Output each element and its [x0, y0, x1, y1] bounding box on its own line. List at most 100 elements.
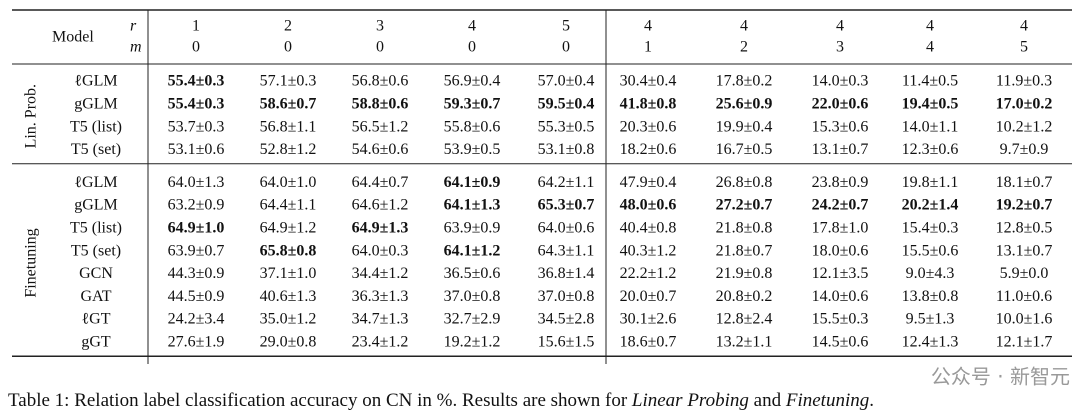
cell: 18.6±0.7 — [620, 333, 677, 350]
cell: 56.9±0.4 — [444, 73, 501, 90]
caption-end: . — [869, 390, 874, 411]
cell: 57.1±0.3 — [260, 73, 317, 90]
r-value: 2 — [284, 18, 292, 35]
model-name: T5 (set) — [71, 242, 121, 259]
m-value: 5 — [1020, 39, 1028, 56]
cell: 22.0±0.6 — [812, 95, 869, 112]
cell: 53.1±0.8 — [538, 141, 595, 158]
cell: 16.7±0.5 — [716, 141, 773, 158]
cell: 55.3±0.5 — [538, 118, 595, 135]
cell: 55.4±0.3 — [168, 95, 225, 112]
model-name: ℓGT — [82, 311, 111, 328]
cell: 18.0±0.6 — [812, 242, 869, 259]
cell: 17.8±1.0 — [812, 219, 869, 236]
cell: 20.3±0.6 — [620, 118, 677, 135]
cell: 58.6±0.7 — [260, 95, 317, 112]
cell: 19.9±0.4 — [716, 118, 773, 135]
r-label: r — [130, 18, 137, 35]
cell: 64.0±1.0 — [260, 174, 317, 191]
model-name: T5 (set) — [71, 141, 121, 158]
cell: 18.1±0.7 — [996, 174, 1053, 191]
cell: 36.8±1.4 — [538, 265, 595, 282]
cell: 9.5±1.3 — [906, 311, 955, 328]
cell: 15.5±0.6 — [902, 242, 959, 259]
cell: 21.8±0.7 — [716, 242, 773, 259]
cell: 52.8±1.2 — [260, 141, 317, 158]
cell: 37.0±0.8 — [444, 288, 501, 305]
r-value: 4 — [740, 18, 748, 35]
cell: 44.3±0.9 — [168, 265, 225, 282]
cell: 17.0±0.2 — [996, 95, 1053, 112]
cell: 37.1±1.0 — [260, 265, 317, 282]
caption-em: Finetuning — [785, 390, 869, 411]
r-value: 4 — [644, 18, 652, 35]
model-name: ℓGLM — [74, 174, 117, 191]
cell: 36.3±1.3 — [352, 288, 409, 305]
cell: 5.9±0.0 — [1000, 265, 1049, 282]
cell: 65.8±0.8 — [260, 242, 317, 259]
caption-mid: and — [749, 390, 786, 411]
cell: 27.2±0.7 — [716, 197, 773, 214]
cell: 19.2±1.2 — [444, 333, 501, 350]
r-value: 4 — [836, 18, 844, 35]
caption-lead: Table 1: Relation label classification a… — [8, 390, 632, 411]
cell: 40.4±0.8 — [620, 219, 677, 236]
cell: 44.5±0.9 — [168, 288, 225, 305]
model-name: gGLM — [74, 197, 118, 214]
cell: 29.0±0.8 — [260, 333, 317, 350]
cell: 64.2±1.1 — [538, 174, 595, 191]
cell: 13.2±1.1 — [716, 333, 773, 350]
cell: 64.4±0.7 — [352, 174, 409, 191]
cell: 54.6±0.6 — [352, 141, 409, 158]
cell: 53.7±0.3 — [168, 118, 225, 135]
r-value: 1 — [192, 18, 200, 35]
watermark: 公众号 · 新智元 — [931, 365, 1070, 389]
cell: 35.0±1.2 — [260, 311, 317, 328]
cell: 53.9±0.5 — [444, 141, 501, 158]
cell: 11.0±0.6 — [996, 288, 1052, 305]
cell: 30.4±0.4 — [620, 73, 677, 90]
cell: 26.8±0.8 — [716, 174, 773, 191]
cell: 64.1±0.9 — [444, 174, 501, 191]
cell: 23.8±0.9 — [812, 174, 869, 191]
cell: 15.6±1.5 — [538, 333, 595, 350]
caption: Table 1: Relation label classification a… — [8, 390, 874, 411]
cell: 14.5±0.6 — [812, 333, 869, 350]
cell: 15.4±0.3 — [902, 219, 959, 236]
cell: 10.0±1.6 — [996, 311, 1053, 328]
cell: 12.1±1.7 — [996, 333, 1053, 350]
cell: 14.0±0.3 — [812, 73, 869, 90]
cell: 14.0±0.6 — [812, 288, 869, 305]
cell: 59.3±0.7 — [444, 95, 501, 112]
cell: 57.0±0.4 — [538, 73, 595, 90]
model-name: gGT — [81, 333, 111, 350]
cell: 36.5±0.6 — [444, 265, 501, 282]
cell: 19.2±0.7 — [996, 197, 1053, 214]
model-name: GCN — [79, 265, 113, 282]
cell: 48.0±0.6 — [620, 197, 677, 214]
cell: 14.0±1.1 — [902, 118, 959, 135]
cell: 63.9±0.9 — [444, 219, 501, 236]
cell: 55.4±0.3 — [168, 73, 225, 90]
cell: 64.3±1.1 — [538, 242, 595, 259]
cell: 47.9±0.4 — [620, 174, 677, 191]
cell: 15.3±0.6 — [812, 118, 869, 135]
cell: 12.8±0.5 — [996, 219, 1053, 236]
cell: 21.8±0.8 — [716, 219, 773, 236]
cell: 24.2±0.7 — [812, 197, 869, 214]
cell: 41.8±0.8 — [620, 95, 677, 112]
r-value: 5 — [562, 18, 570, 35]
m-value: 0 — [284, 39, 292, 56]
cell: 11.9±0.3 — [996, 73, 1052, 90]
model-header: Model — [52, 29, 94, 46]
cell: 56.8±1.1 — [260, 118, 317, 135]
r-value: 3 — [376, 18, 384, 35]
m-value: 4 — [926, 39, 934, 56]
cell: 32.7±2.9 — [444, 311, 501, 328]
cell: 58.8±0.6 — [352, 95, 409, 112]
cell: 64.6±1.2 — [352, 197, 409, 214]
m-value: 0 — [376, 39, 384, 56]
cell: 9.0±4.3 — [906, 265, 955, 282]
model-name: gGLM — [74, 95, 118, 112]
cell: 23.4±1.2 — [352, 333, 409, 350]
